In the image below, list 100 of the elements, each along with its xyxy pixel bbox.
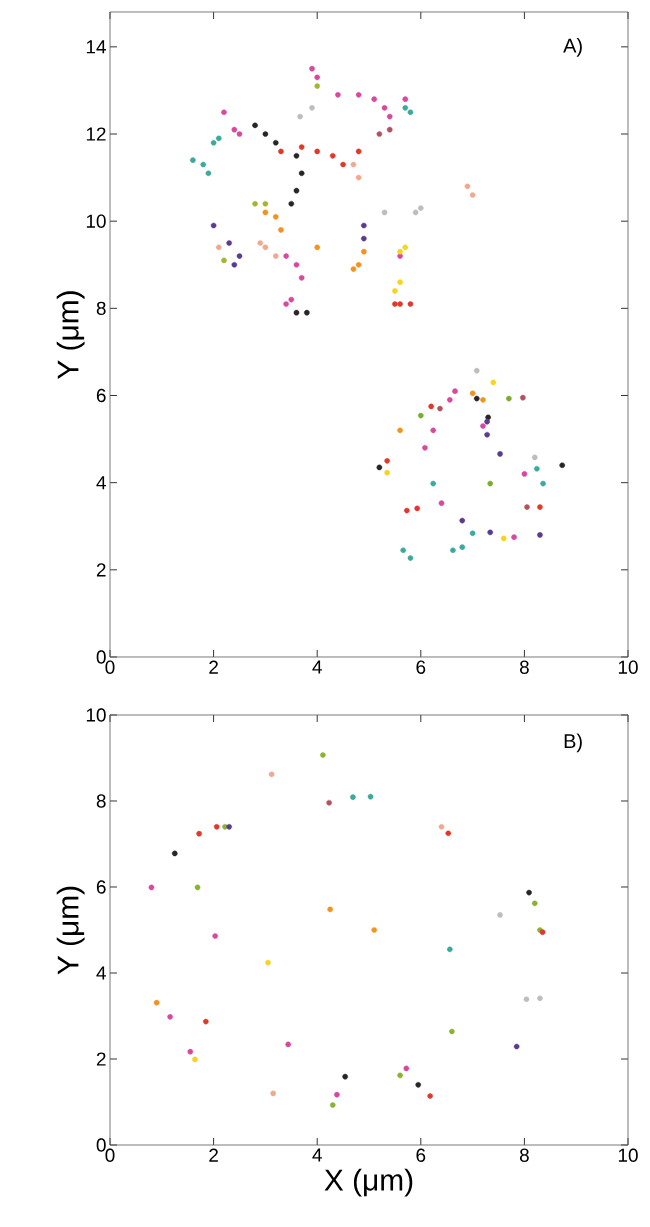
point: [326, 799, 332, 806]
point: [187, 1048, 194, 1055]
point: [355, 261, 362, 268]
x-tick-label: 0: [105, 1148, 115, 1162]
point: [190, 157, 196, 163]
point: [265, 959, 271, 966]
point: [427, 1093, 433, 1099]
point: [371, 96, 377, 102]
point: [450, 547, 456, 554]
point: [335, 92, 341, 98]
point: [350, 161, 357, 168]
point: [272, 214, 279, 220]
point: [497, 912, 503, 918]
point: [270, 1090, 276, 1097]
y-tick-label: 12: [86, 127, 106, 141]
x-tick-label: 2: [209, 660, 218, 674]
point: [469, 530, 476, 537]
point: [407, 555, 414, 561]
point: [397, 248, 403, 255]
point: [221, 109, 227, 116]
point: [314, 148, 320, 155]
point: [212, 933, 218, 939]
point: [221, 257, 227, 264]
point: [226, 240, 232, 246]
point: [200, 161, 207, 168]
point: [293, 309, 300, 316]
x-tick-label: 6: [416, 1148, 426, 1162]
point: [414, 505, 420, 512]
y-tick-label: 6: [96, 388, 106, 403]
point: [523, 996, 530, 1003]
point: [484, 431, 490, 438]
point: [167, 1014, 173, 1020]
point: [272, 253, 279, 259]
point: [402, 244, 409, 251]
point: [513, 1043, 520, 1050]
point: [473, 395, 480, 402]
point: [257, 240, 264, 246]
point: [500, 535, 507, 542]
point: [407, 109, 414, 116]
point: [355, 148, 362, 155]
x-tick-label: 6: [416, 660, 426, 674]
point: [526, 889, 532, 896]
point: [520, 394, 526, 401]
point: [262, 131, 269, 137]
point: [490, 379, 497, 386]
point: [381, 105, 388, 111]
point: [469, 390, 476, 397]
point: [262, 244, 269, 251]
point: [309, 65, 315, 72]
point: [314, 244, 320, 251]
point: [487, 529, 494, 536]
point: [252, 122, 258, 129]
point: [430, 427, 437, 434]
y-tick-label: 10: [86, 708, 106, 722]
point: [329, 1102, 336, 1108]
point: [298, 170, 305, 177]
point: [288, 296, 295, 303]
point: [272, 139, 279, 146]
x-axis-title: X (μm): [324, 1168, 413, 1197]
x-tick-label: 4: [312, 660, 322, 674]
point: [397, 427, 403, 434]
point: [397, 279, 403, 285]
point: [376, 131, 383, 137]
point: [268, 771, 275, 778]
point: [361, 235, 367, 242]
point: [418, 205, 424, 211]
point: [384, 469, 390, 476]
point: [262, 200, 269, 207]
point: [407, 301, 414, 307]
point: [403, 1065, 410, 1072]
point: [459, 544, 466, 550]
point: [437, 405, 443, 412]
y-tick-label: 0: [96, 650, 106, 664]
point: [371, 927, 377, 933]
point: [537, 504, 543, 510]
point: [459, 517, 466, 524]
annotation: A): [563, 38, 582, 57]
point: [231, 126, 238, 133]
point: [400, 547, 406, 554]
point: [376, 464, 383, 471]
point: [480, 423, 486, 429]
point: [320, 752, 326, 758]
point: [215, 244, 222, 251]
x-tick-label: 4: [312, 1148, 322, 1162]
point: [196, 830, 202, 837]
point: [367, 793, 374, 800]
point: [422, 445, 428, 451]
point: [402, 96, 409, 102]
y-tick-label: 2: [96, 563, 106, 577]
x-tick-label: 10: [618, 660, 638, 674]
point: [384, 458, 390, 464]
point: [309, 105, 315, 111]
point: [171, 850, 178, 857]
point: [297, 113, 303, 120]
point: [314, 83, 320, 89]
point: [534, 465, 540, 472]
point: [480, 397, 486, 403]
point: [278, 148, 284, 155]
point: [210, 222, 217, 229]
point: [386, 126, 393, 133]
